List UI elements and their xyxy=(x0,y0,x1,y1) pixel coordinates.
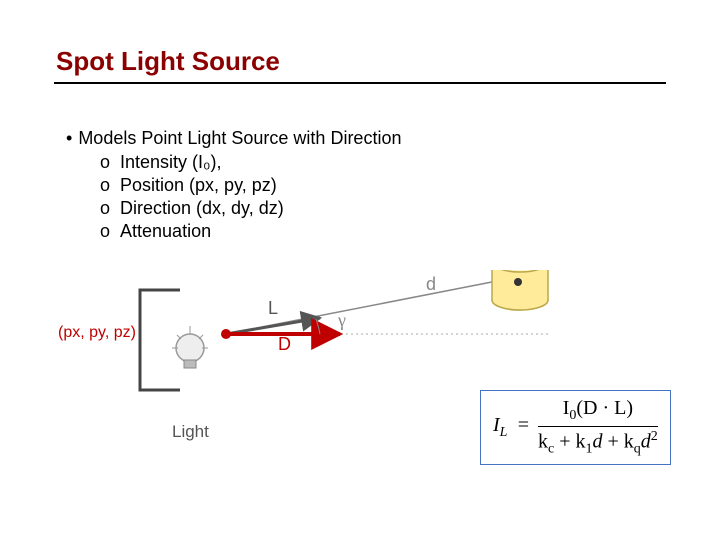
formula-k1-var: d xyxy=(592,431,602,453)
formula-kq: k xyxy=(624,431,634,453)
light-label: Light xyxy=(172,422,209,442)
gamma-label: γ xyxy=(338,310,346,331)
list-item: Direction (dx, dy, dz) xyxy=(100,198,284,219)
formula-box: IL = I0(D · L) kc + k1d + kqd2 xyxy=(480,390,671,465)
cylinder-icon xyxy=(492,270,548,310)
formula-kq-exp: 2 xyxy=(651,429,658,444)
formula-lhs: I xyxy=(493,414,500,436)
gamma-arc xyxy=(316,319,320,334)
lightbulb-icon xyxy=(172,326,208,368)
position-label: (px, py, pz) xyxy=(58,324,136,342)
slide-title: Spot Light Source xyxy=(56,46,280,77)
source-point xyxy=(221,329,231,339)
bracket-icon xyxy=(140,290,180,390)
title-underline xyxy=(54,82,666,84)
d-direction-label: D xyxy=(278,334,291,355)
sub-bullet-list: Intensity (I₀), Position (px, py, pz) Di… xyxy=(100,152,284,244)
l-arrow xyxy=(226,318,320,334)
formula-num-paren: (D · L) xyxy=(576,397,633,419)
formula-kq-sub: q xyxy=(634,442,641,457)
l-label: L xyxy=(268,298,278,319)
list-item: Attenuation xyxy=(100,221,284,242)
formula-lhs-sub: L xyxy=(500,425,508,440)
bullet-main: Models Point Light Source with Direction xyxy=(66,128,401,149)
list-item: Position (px, py, pz) xyxy=(100,175,284,196)
formula-k1: k xyxy=(575,431,585,453)
d-distance-label: d xyxy=(426,274,436,295)
list-item: Intensity (I₀), xyxy=(100,152,284,173)
formula-kq-var: d xyxy=(641,431,651,453)
formula-kc-sub: c xyxy=(548,442,554,457)
formula-kc: k xyxy=(538,431,548,453)
